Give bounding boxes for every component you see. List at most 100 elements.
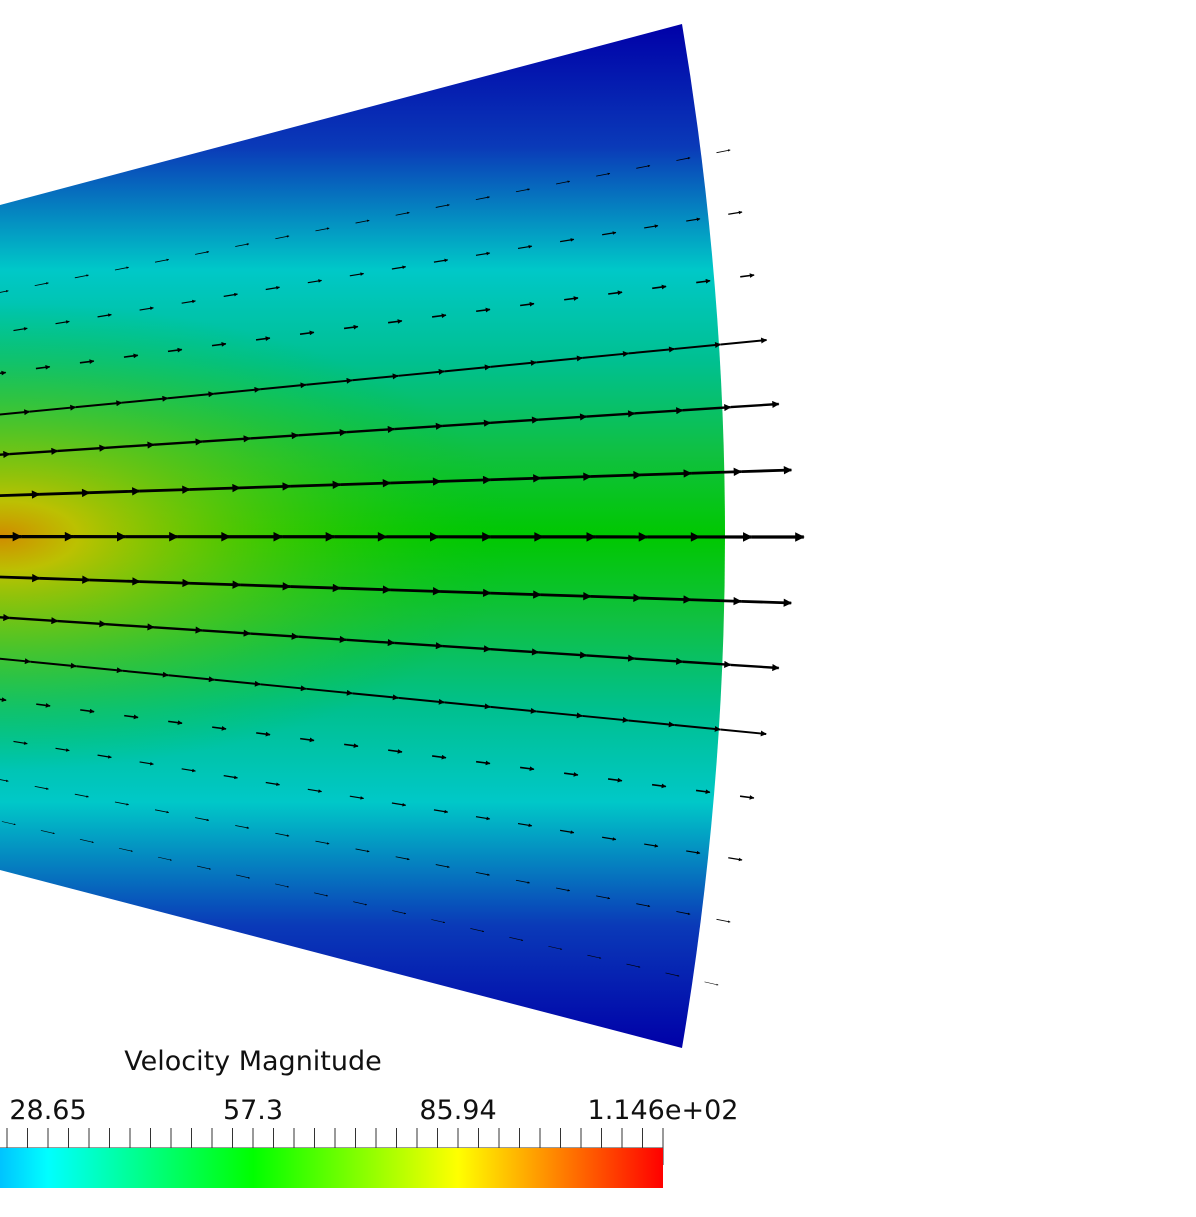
velocity-glyph [189, 580, 241, 589]
velocity-glyph [741, 598, 793, 607]
velocity-glyph [260, 683, 307, 692]
velocity-glyph [636, 164, 651, 169]
velocity-glyph [608, 290, 623, 296]
colorbar-title: Velocity Magnitude [124, 1046, 382, 1077]
velocity-glyph [590, 593, 642, 602]
velocity-glyph [536, 710, 583, 719]
velocity-glyph [433, 258, 449, 263]
velocity-glyph [602, 836, 617, 841]
velocity-glyph [728, 857, 743, 862]
velocity-glyph [559, 238, 575, 243]
velocity-glyph [398, 696, 445, 705]
velocity-glyph [290, 583, 342, 593]
velocity-glyph [39, 488, 91, 498]
velocity-glyph [475, 871, 490, 876]
velocity-glyph [122, 669, 169, 678]
velocity-glyph [728, 210, 743, 215]
velocity-glyph [704, 981, 719, 986]
velocity-glyph [307, 279, 322, 284]
velocity-glyph [250, 432, 299, 440]
velocity-glyph [490, 648, 540, 656]
velocity-glyph [515, 879, 530, 884]
velocity-glyph [265, 781, 280, 786]
velocity-glyph [13, 327, 28, 332]
velocity-glyph [665, 972, 680, 977]
velocity-glyph [139, 306, 154, 311]
velocity-glyph [720, 728, 767, 737]
velocity-glyph [587, 954, 602, 959]
velocity-glyph [34, 282, 49, 287]
velocity-glyph [556, 887, 571, 892]
velocity-glyph [181, 299, 196, 304]
velocity-glyph [40, 830, 55, 835]
velocity-glyph [475, 251, 491, 256]
velocity-glyph [306, 377, 353, 386]
velocity-glyph [490, 359, 537, 368]
velocity-glyph [114, 801, 129, 806]
colorbar-label: 85.94 [419, 1095, 496, 1126]
velocity-glyph [509, 937, 524, 941]
velocity-glyph [730, 400, 780, 409]
velocity-glyph [300, 737, 315, 743]
velocity-glyph [634, 657, 684, 665]
velocity-glyph [167, 347, 183, 353]
velocity-glyph [398, 368, 445, 377]
velocity-glyph [1, 821, 16, 826]
velocity-glyph [344, 743, 359, 749]
velocity-glyph [644, 224, 659, 229]
velocity-glyph [540, 591, 592, 601]
velocity-glyph [686, 217, 701, 222]
velocity-glyph [255, 336, 271, 342]
velocity-glyph [202, 435, 251, 443]
velocity-glyph [343, 324, 359, 330]
velocity-glyph [195, 250, 210, 255]
velocity-glyph [490, 416, 540, 424]
velocity-glyph [80, 708, 95, 714]
velocity-glyph [153, 438, 203, 446]
velocity-glyph [181, 768, 196, 773]
velocity-glyph [674, 724, 721, 732]
velocity-glyph [167, 391, 215, 400]
velocity-glyph [9, 447, 59, 456]
velocity-glyph [355, 219, 370, 224]
velocity-glyph [235, 825, 250, 829]
velocity-glyph [349, 272, 365, 277]
velocity-glyph [353, 901, 368, 906]
velocity-glyph [490, 474, 542, 483]
colorbar [0, 1148, 663, 1188]
velocity-glyph [74, 274, 89, 279]
velocity-glyph [0, 290, 9, 293]
velocity-glyph [250, 632, 299, 640]
velocity-glyph [307, 788, 322, 793]
velocity-glyph [435, 203, 450, 208]
velocity-glyph [517, 244, 533, 250]
velocity-glyph [157, 856, 172, 861]
velocity-glyph [290, 480, 342, 490]
velocity-glyph [582, 350, 629, 359]
velocity-glyph [0, 657, 31, 665]
velocity-glyph [476, 760, 491, 766]
velocity-glyph [0, 779, 9, 782]
velocity-glyph [395, 211, 410, 216]
velocity-glyph [476, 307, 491, 313]
velocity-glyph [35, 364, 51, 370]
velocity-glyph [105, 623, 155, 631]
velocity-glyph [275, 832, 290, 837]
velocity-glyph [586, 654, 636, 662]
velocity-glyph [628, 719, 675, 728]
velocity-glyph [352, 373, 399, 382]
velocity-glyph [563, 772, 579, 777]
velocity-glyph [346, 425, 395, 434]
velocity-glyph [582, 714, 629, 723]
velocity-glyph [89, 487, 141, 496]
velocity-glyph [433, 809, 449, 814]
velocity-glyph [686, 850, 701, 855]
velocity-glyph [195, 817, 210, 822]
velocity-glyph [315, 840, 330, 845]
velocity-glyph [394, 641, 444, 650]
velocity-glyph [676, 911, 691, 915]
velocity-glyph [123, 353, 139, 359]
velocity-glyph [57, 444, 107, 453]
velocity-glyph [139, 485, 191, 494]
